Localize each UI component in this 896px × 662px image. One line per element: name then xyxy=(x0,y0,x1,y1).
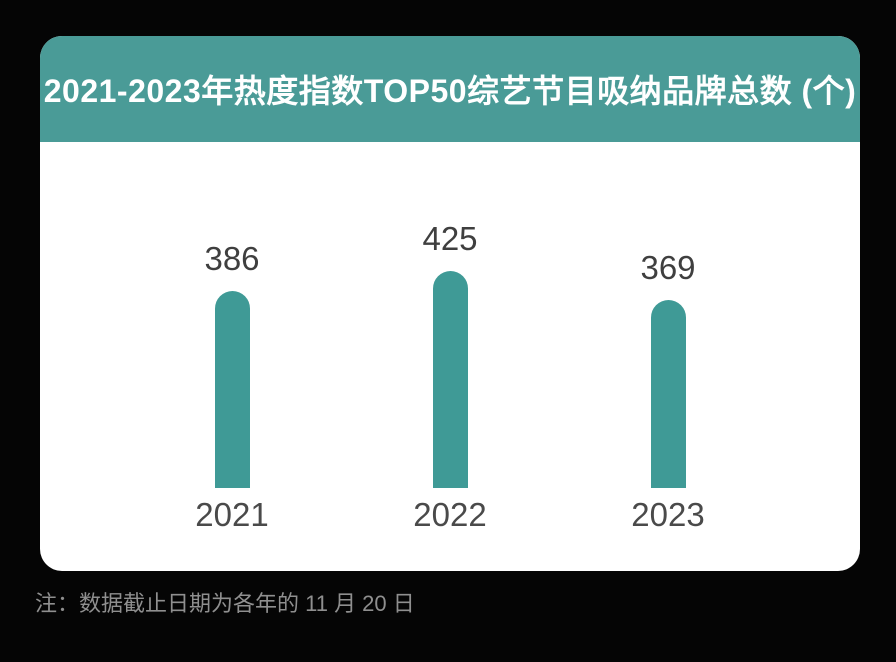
chart-card: 2021-2023年热度指数TOP50综艺节目吸纳品牌总数 (个) 386 202… xyxy=(40,36,860,571)
bar-column-2022: 425 2022 xyxy=(341,222,559,531)
bar-category-label: 2022 xyxy=(413,496,487,533)
bar-2022 xyxy=(432,271,468,488)
bar-value-label: 369 xyxy=(640,249,696,286)
bar-category-label: 2023 xyxy=(631,496,705,533)
bar-2023 xyxy=(650,300,686,488)
chart-header: 2021-2023年热度指数TOP50综艺节目吸纳品牌总数 (个) xyxy=(40,36,860,142)
bar-2021 xyxy=(214,291,250,488)
bar-value-label: 386 xyxy=(204,240,260,277)
bar-chart: 386 2021 425 2022 369 2023 xyxy=(40,142,860,571)
bar-value-label: 425 xyxy=(422,220,478,257)
bar-column-2023: 369 2023 xyxy=(559,251,777,531)
footnote: 注：数据截止日期为各年的 11 月 20 日 xyxy=(35,591,415,616)
bar-column-2021: 386 2021 xyxy=(123,242,341,531)
chart-title: 2021-2023年热度指数TOP50综艺节目吸纳品牌总数 (个) xyxy=(43,73,857,109)
bar-category-label: 2021 xyxy=(195,496,269,533)
